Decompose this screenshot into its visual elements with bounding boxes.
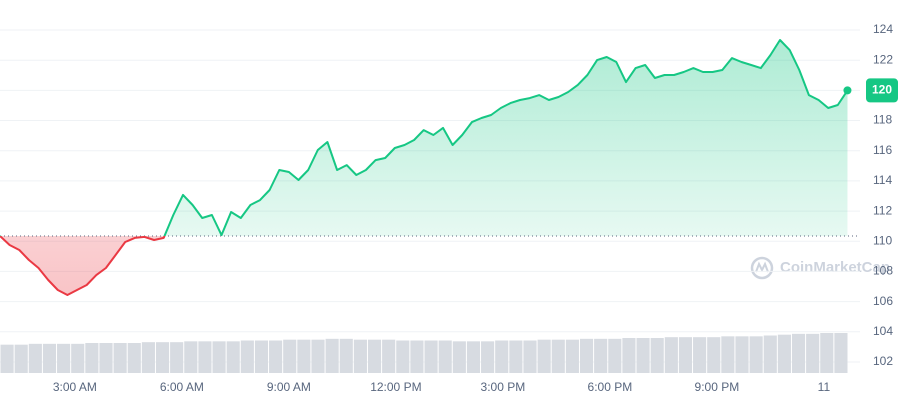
price-line-down — [0, 235, 222, 296]
volume-bar — [254, 340, 269, 373]
x-tick-label: 9:00 AM — [267, 380, 311, 394]
volume-bar — [396, 340, 410, 373]
volume-bar — [636, 338, 650, 373]
y-tick-label: 108 — [873, 264, 893, 278]
volume-bar — [452, 341, 466, 373]
volume-bar — [594, 338, 608, 373]
volume-bar — [367, 339, 382, 373]
volume-bar — [283, 339, 297, 373]
volume-bar — [806, 333, 820, 373]
volume-bar — [353, 339, 367, 373]
y-tick-label: 124 — [873, 22, 893, 36]
x-tick-label: 6:00 PM — [588, 380, 633, 394]
volume-bar — [382, 339, 396, 373]
volume-bar — [240, 340, 254, 373]
volume-bar — [311, 339, 325, 373]
y-tick-label: 112 — [873, 203, 892, 217]
volume-bar — [297, 339, 311, 373]
y-tick-label: 110 — [873, 233, 892, 247]
volume-bar — [14, 344, 28, 373]
volume-bar — [622, 338, 636, 373]
volume-bar — [834, 333, 848, 373]
volume-bar — [551, 339, 565, 373]
volume-bar — [763, 335, 777, 373]
volume-bar — [608, 338, 622, 373]
y-tick-label: 106 — [873, 294, 893, 308]
volume-bar — [42, 343, 57, 373]
volume-bar — [664, 337, 678, 373]
volume-bar — [523, 340, 537, 373]
volume-bar — [579, 338, 594, 373]
volume-bar — [339, 338, 353, 373]
volume-bar — [269, 340, 283, 373]
y-tick-label: 102 — [873, 354, 893, 368]
volume-bar — [424, 340, 438, 373]
volume-bar — [749, 336, 763, 373]
volume-bar — [85, 343, 99, 373]
volume-bar — [198, 341, 212, 373]
volume-bar — [565, 339, 579, 373]
x-tick-label: 12:00 PM — [370, 380, 421, 394]
x-tick-label: 3:00 PM — [481, 380, 526, 394]
volume-bar — [678, 337, 693, 373]
x-tick-label: 3:00 AM — [53, 380, 97, 394]
volume-bar — [735, 336, 749, 373]
volume-bar — [155, 342, 170, 373]
volume-bar — [28, 343, 42, 373]
last-point — [843, 86, 852, 95]
volume-bar — [127, 343, 141, 373]
x-tick-label: 11 — [818, 380, 831, 394]
y-tick-label: 116 — [873, 143, 892, 157]
y-tick-label: 104 — [873, 324, 893, 338]
volume-bar — [141, 342, 155, 373]
volume-bar — [438, 340, 452, 373]
price-line-up — [0, 39, 849, 236]
volume-bar — [466, 341, 481, 373]
volume-bar — [791, 333, 806, 373]
volume-bar — [325, 338, 339, 373]
volume-bar — [820, 333, 834, 373]
volume-bar — [537, 339, 551, 373]
volume-bar — [410, 340, 424, 373]
volume-bar — [184, 341, 198, 373]
volume-bar — [495, 340, 509, 373]
area-up — [164, 40, 848, 236]
price-badge-label: 120 — [872, 83, 892, 97]
volume-bar — [226, 341, 240, 373]
area-down — [0, 235, 848, 295]
volume-bar — [71, 343, 85, 373]
volume-bar — [509, 340, 523, 373]
y-tick-label: 114 — [873, 173, 892, 187]
volume-bar — [99, 343, 113, 373]
volume-bar — [212, 341, 226, 373]
y-tick-label: 118 — [873, 113, 892, 127]
price-badge — [866, 78, 898, 103]
volume-bar — [0, 344, 14, 373]
x-tick-label: 6:00 AM — [160, 380, 204, 394]
watermark: CoinMarketCap — [750, 256, 890, 280]
volume-bar — [170, 342, 184, 373]
x-tick-label: 9:00 PM — [695, 380, 740, 394]
volume-bar — [721, 336, 735, 373]
volume-bar — [481, 341, 495, 373]
volume-bar — [650, 338, 664, 373]
y-tick-label: 122 — [873, 52, 893, 66]
volume-bar — [693, 337, 707, 373]
volume-bar — [707, 337, 721, 373]
volume-bar — [57, 343, 71, 373]
volume-bar — [113, 343, 127, 373]
volume-bar — [777, 334, 791, 373]
